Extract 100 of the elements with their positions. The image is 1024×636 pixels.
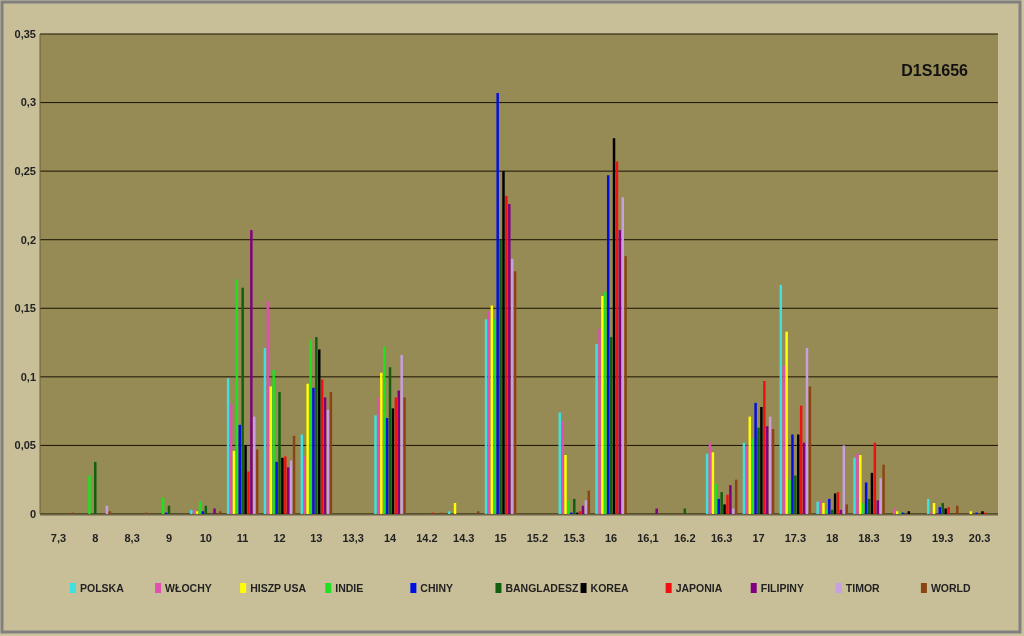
bar [244,445,247,514]
y-tick-label: 0,1 [20,370,36,383]
bar [275,461,278,514]
bar [655,508,658,514]
bar [785,331,788,514]
bar [732,508,735,514]
bar [595,343,598,514]
y-tick-label: 0,3 [20,96,36,109]
x-tick-label: 20.3 [968,532,991,544]
x-tick-label: 7,3 [50,532,67,544]
bar [853,457,856,514]
y-tick-label: 0,2 [20,233,36,246]
x-tick-label: 8 [92,532,99,544]
legend-label: HISZP USA [250,581,307,594]
y-tick-label: 0 [29,507,36,520]
bar [496,92,499,514]
bar [754,402,757,514]
bar [794,475,797,514]
bar [723,504,726,514]
bar [828,498,831,514]
bar [377,397,380,514]
bar [94,461,97,514]
bar [573,498,576,514]
bar [380,372,383,514]
legend-label: BANGLADESZ [505,581,579,594]
bar [941,503,944,514]
x-tick-label: 13 [310,532,323,544]
bar [88,475,91,514]
legend-label: INDIE [335,581,364,594]
bar [729,485,732,514]
bar [879,478,882,514]
bar [567,500,570,514]
bar [601,295,604,514]
x-tick-label: 14 [383,532,398,544]
x-tick-label: 13,3 [342,532,364,544]
y-tick-label: 0,15 [14,302,36,315]
legend-label: FILIPINY [760,581,804,594]
x-tick-label: 16,1 [637,532,659,544]
bar [508,204,511,514]
bar [306,383,309,514]
bar [374,415,377,514]
bar [253,416,256,514]
bar [213,508,216,514]
bar [791,434,794,514]
bar [477,511,480,514]
legend-label: CHINY [420,581,454,594]
bar [272,370,275,514]
legend-label: JAPONIA [675,581,723,594]
bar [726,494,729,514]
bar [564,455,567,514]
y-tick-label: 0,25 [14,164,36,177]
x-tick-label: 19.3 [932,532,954,544]
x-tick-label: 10 [199,532,212,544]
bar [788,479,791,514]
legend-label: KOREA [590,581,629,594]
bar [604,291,607,514]
bar [400,354,403,514]
bar [505,195,508,514]
x-tick-label: 15.3 [563,532,585,544]
text: D1S1656 [901,62,969,79]
bar [720,492,723,514]
x-tick-label: 15 [494,532,507,544]
x-tick-label: 18.3 [858,532,880,544]
legend-label: WŁOCHY [165,581,212,594]
bar [312,387,315,514]
bar [219,511,222,514]
bar [250,230,253,514]
bar [303,456,306,514]
y-tick-label: 0,35 [14,27,36,40]
bar [757,427,760,514]
y-tick-label: 0,05 [14,439,36,452]
x-tick-label: 15.2 [526,532,549,544]
x-tick-label: 17 [752,532,765,544]
bar [309,339,312,514]
bar [782,365,785,514]
x-tick-label: 11 [236,532,249,544]
bar [956,505,959,514]
bar [882,464,885,514]
bar [278,391,281,514]
legend-label: POLSKA [80,581,125,594]
x-tick-label: 16 [604,532,618,544]
bar [845,504,848,514]
x-tick-label: 16.2 [674,532,696,544]
x-tick-label: 14.2 [416,532,438,544]
bar [315,337,318,514]
x-tick-label: 16.3 [710,532,733,544]
bar [825,509,828,514]
x-tick-label: 8,3 [124,532,140,544]
bar [561,420,564,514]
bar [502,171,505,514]
legend-label: TIMOR [845,581,881,594]
legend-label: WORLD [930,581,971,594]
bar [598,328,601,514]
bar [624,256,627,514]
x-tick-label: 19 [899,532,913,544]
x-tick-label: 14.3 [453,532,475,544]
x-tick-label: 18 [826,532,839,544]
bar [403,397,406,514]
x-tick-label: 9 [165,532,173,544]
bar [247,471,250,514]
